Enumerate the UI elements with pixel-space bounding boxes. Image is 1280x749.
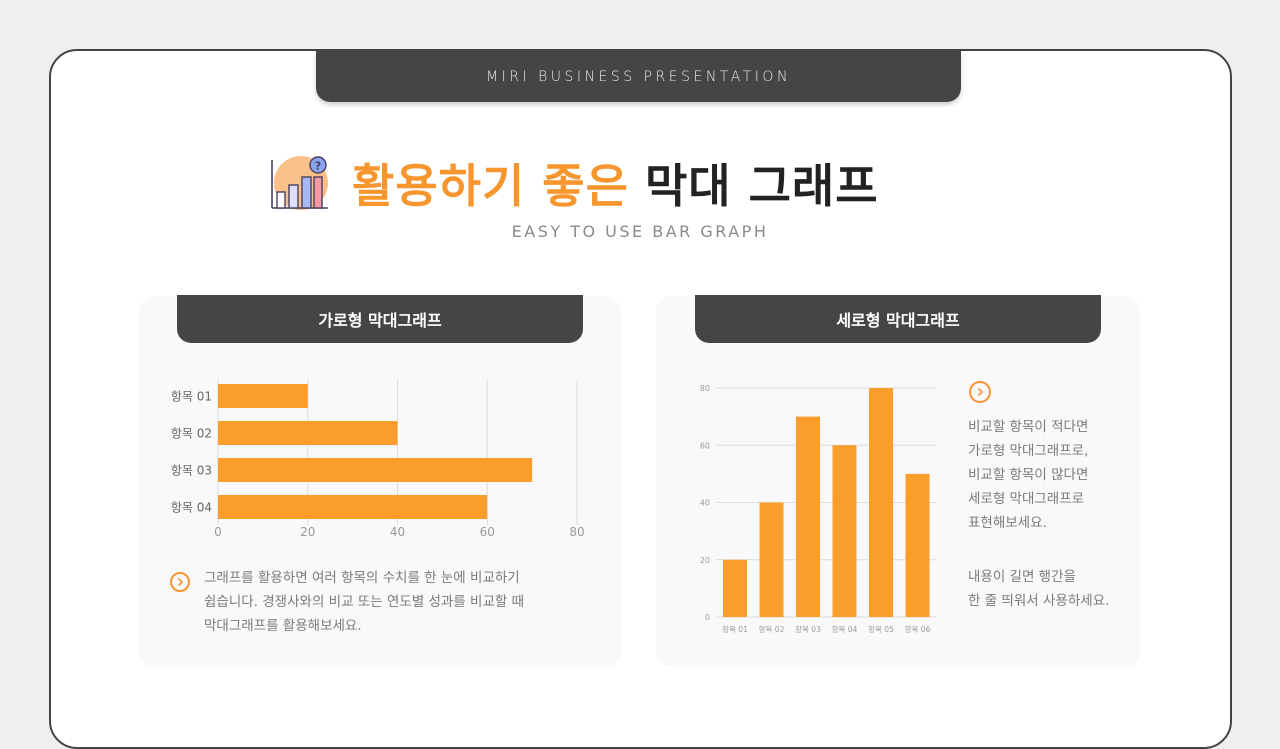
- horizontal-bar-chart: 0 20 40 60 80 항목 01 항목 02 항목 03 항목 04: [171, 380, 585, 539]
- bar: [759, 502, 784, 617]
- y-tick-label: 20: [700, 556, 710, 565]
- bar: [218, 384, 308, 408]
- title-highlight: 활용하기 좋은: [352, 159, 629, 213]
- y-tick-label: 60: [700, 441, 710, 450]
- bar: [218, 495, 488, 519]
- vertical-chart-tip: 비교할 항목이 적다면 가로형 막대그래프로, 비교할 항목이 많다면 세로형 …: [968, 415, 1138, 535]
- header-label: MIRI BUSINESS PRESENTATION: [486, 68, 791, 85]
- circle-chevron-right-icon: [170, 572, 190, 592]
- tip-line: 비교할 항목이 많다면: [968, 467, 1089, 483]
- bar: [796, 416, 820, 617]
- x-category-label: 항목 03: [795, 625, 821, 634]
- vertical-chart-heading: 세로형 막대그래프: [695, 295, 1101, 343]
- tip-line: 내용이 길면 행간을: [968, 569, 1076, 585]
- bar: [723, 559, 747, 617]
- svg-text:?: ?: [315, 160, 321, 173]
- page-title: ? 활용하기 좋은 막대 그래프: [268, 148, 879, 218]
- bar: [905, 473, 930, 617]
- title-main: 막대 그래프: [644, 159, 879, 213]
- page-subtitle: EASY TO USE BAR GRAPH: [511, 222, 769, 241]
- x-tick-label: 0: [214, 525, 222, 539]
- horizontal-chart-heading: 가로형 막대그래프: [177, 295, 583, 343]
- description-line: 그래프를 활용하면 여러 항목의 수치를 한 눈에 비교하기: [204, 570, 520, 586]
- description-line: 막대그래프를 활용해보세요.: [204, 618, 362, 634]
- tip-line: 세로형 막대그래프로: [968, 491, 1085, 507]
- y-category-label: 항목 01: [171, 390, 212, 404]
- y-tick-label: 40: [700, 499, 710, 508]
- x-tick-label: 40: [390, 525, 405, 539]
- circle-chevron-right-icon: [969, 381, 991, 403]
- tip-line: 한 줄 띄워서 사용하세요.: [968, 593, 1110, 609]
- y-category-label: 항목 02: [171, 427, 212, 441]
- x-category-label: 항목 02: [759, 625, 785, 634]
- horizontal-chart-description: 그래프를 활용하면 여러 항목의 수치를 한 눈에 비교하기 쉽습니다. 경쟁사…: [204, 566, 584, 638]
- vertical-bar-chart: 0 20 40 60 80 항목 01 항목 02 항목 03 항목 04 항목 05 항목 06: [700, 384, 936, 634]
- bar: [832, 445, 857, 617]
- y-category-label: 항목 04: [171, 501, 212, 515]
- y-tick-label: 0: [705, 613, 710, 622]
- presentation-header-tab: MIRI BUSINESS PRESENTATION: [316, 51, 961, 102]
- bar: [218, 421, 398, 445]
- x-category-label: 항목 05: [868, 625, 894, 634]
- tip-line: 표현해보세요.: [968, 515, 1047, 531]
- tip-line: 비교할 항목이 적다면: [968, 419, 1089, 435]
- x-category-label: 항목 06: [905, 625, 931, 634]
- bar-chart-question-icon: ?: [271, 156, 328, 210]
- x-category-label: 항목 04: [832, 625, 858, 634]
- y-tick-label: 80: [700, 384, 710, 393]
- x-tick-label: 20: [300, 525, 315, 539]
- x-tick-label: 80: [569, 525, 584, 539]
- description-line: 쉽습니다. 경쟁사와의 비교 또는 연도별 성과를 비교할 때: [204, 594, 524, 610]
- tip-line: 가로형 막대그래프로,: [968, 443, 1089, 459]
- x-category-label: 항목 01: [722, 625, 748, 634]
- bar: [218, 458, 533, 482]
- y-category-label: 항목 03: [171, 464, 212, 478]
- vertical-chart-tip-2: 내용이 길면 행간을 한 줄 띄워서 사용하세요.: [968, 565, 1138, 613]
- bar: [869, 388, 893, 617]
- x-tick-label: 60: [480, 525, 495, 539]
